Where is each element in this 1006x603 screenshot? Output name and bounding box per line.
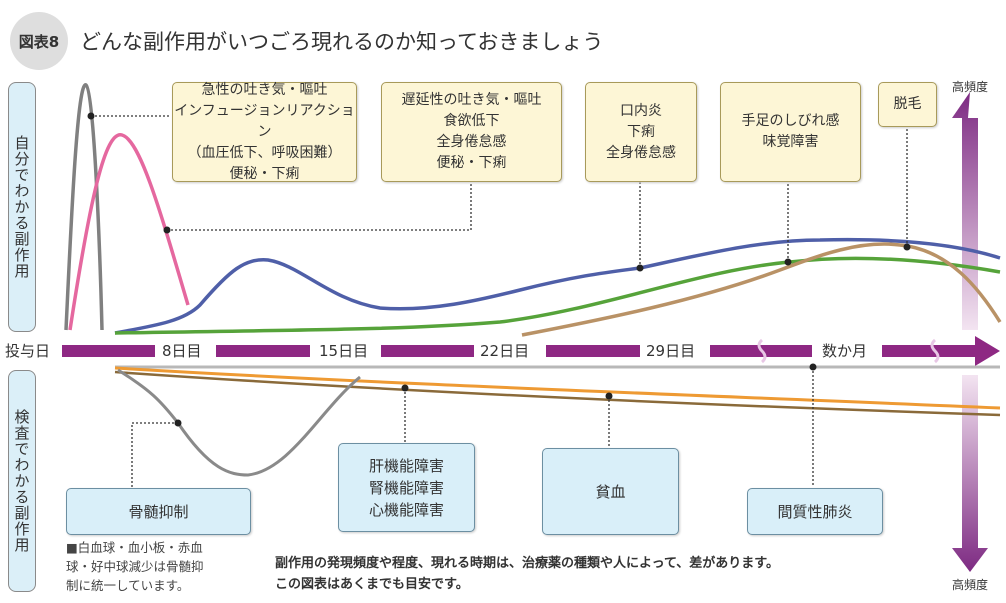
box-line: 骨髄抑制 [128, 502, 189, 521]
footnote-line: ■白血球・血小板・赤血 [66, 540, 203, 555]
infusion-reaction-curve [68, 133, 190, 331]
anemia-curve [114, 370, 1001, 417]
box-line: 食欲低下 [443, 113, 500, 129]
symptom-box-hair-loss: 脱毛 [878, 82, 937, 127]
box-line: 全身倦怠感 [606, 144, 676, 161]
tick-day15: 15日目 [319, 342, 369, 360]
leader-dot [809, 363, 817, 371]
box-line: 間質性肺炎 [777, 502, 853, 521]
test-detected-label: 検査でわかる副作用 [8, 370, 36, 592]
leader-lines [91, 115, 908, 487]
page-title: どんな副作用がいつごろ現れるのか知っておきましょう [80, 30, 604, 54]
box-line: 貧血 [595, 482, 626, 501]
high-frequency-bottom-label: 高頻度 [952, 578, 989, 592]
box-line: 便秘・下痢 [436, 155, 507, 171]
box-line: 下痢 [627, 123, 655, 140]
frequency-arrow-down [952, 375, 988, 572]
box-line: 遅延性の吐き気・嘔吐 [401, 92, 542, 108]
leader-dot [605, 392, 613, 400]
leader-line [131, 422, 178, 487]
box-line: 脱毛 [893, 96, 922, 112]
hair-loss-curve [521, 242, 1002, 337]
footnote: ■白血球・血小板・赤血 球・好中球減少は骨髄抑 制に統一しています。 [66, 538, 236, 595]
leader-line [167, 182, 472, 231]
organ-function-curve [114, 366, 1001, 410]
leader-dot [784, 258, 792, 266]
leader-dot [163, 226, 171, 234]
break-mark [757, 338, 767, 364]
leader-dot [87, 112, 95, 120]
leader-dot [903, 243, 911, 251]
box-line: 肝機能障害 [368, 456, 444, 475]
tick-day8: 8日目 [162, 342, 202, 360]
box-line: 腎機能障害 [368, 478, 444, 497]
symptom-box-numbness: 手足のしびれ感 味覚障害 [720, 82, 861, 182]
numbness-curve [114, 256, 1001, 335]
box-line: 味覚障害 [762, 134, 819, 150]
box-line: 全身倦怠感 [436, 134, 507, 150]
break-mark [930, 338, 940, 364]
note-line: この図表はあくまでも目安です。 [275, 577, 469, 592]
test-box-bone-marrow: 骨髄抑制 [66, 488, 251, 535]
box-line: 心機能障害 [368, 500, 444, 519]
frequency-arrow-up [952, 92, 978, 330]
test-box-interstitial-pneumonia: 間質性肺炎 [747, 488, 883, 535]
acute-nausea-curve [64, 83, 104, 331]
box-line: 口内炎 [620, 102, 662, 119]
timeline-bar [62, 345, 155, 357]
bone-marrow-curve [117, 368, 361, 477]
leader-dots [87, 112, 911, 427]
timeline-bar [882, 345, 977, 357]
timeline-bar [381, 345, 474, 357]
box-line: 急性の吐き気・嘔吐 [201, 81, 328, 98]
symptom-box-delayed: 遅延性の吐き気・嘔吐 食欲低下 全身倦怠感 便秘・下痢 [381, 82, 562, 182]
leader-dot [636, 264, 644, 272]
high-frequency-top-label: 高頻度 [952, 80, 989, 94]
box-line: 便秘・下痢 [229, 165, 300, 182]
tick-day22: 22日目 [480, 342, 530, 360]
self-noticed-label: 自分でわかる副作用 [8, 82, 36, 332]
disclaimer-note: 副作用の発現頻度や程度、現れる時期は、治療薬の種類や人によって、差があります。 … [275, 553, 779, 595]
leader-dot [401, 384, 409, 392]
symptom-box-acute: 急性の吐き気・嘔吐 インフュージョンリアクション （血圧低下、呼吸困難） 便秘・… [172, 82, 357, 182]
box-line: 手足のしびれ感 [741, 113, 840, 129]
box-line: （血圧低下、呼吸困難） [187, 144, 342, 161]
test-box-organ-function: 肝機能障害 腎機能障害 心機能障害 [338, 443, 475, 532]
timeline-bars [62, 336, 1000, 366]
tick-months: 数か月 [822, 342, 868, 360]
footnote-line: 制に統一しています。 [66, 578, 190, 593]
figure-badge: 図表8 [10, 12, 68, 70]
test-box-anemia: 貧血 [542, 448, 679, 535]
tick-day0: 投与日 [5, 342, 51, 360]
timeline-bar [216, 345, 310, 357]
timeline-arrowhead [975, 336, 1000, 366]
delayed-effects-curve [114, 237, 1001, 335]
tick-day29: 29日目 [646, 342, 696, 360]
footnote-line: 球・好中球減少は骨髄抑 [66, 559, 204, 574]
symptom-box-stomatitis: 口内炎 下痢 全身倦怠感 [585, 82, 697, 182]
leader-dot [174, 419, 182, 427]
timeline-bar [546, 345, 640, 357]
note-line: 副作用の発現頻度や程度、現れる時期は、治療薬の種類や人によって、差があります。 [275, 556, 780, 571]
box-line: インフュージョンリアクション [174, 102, 355, 140]
